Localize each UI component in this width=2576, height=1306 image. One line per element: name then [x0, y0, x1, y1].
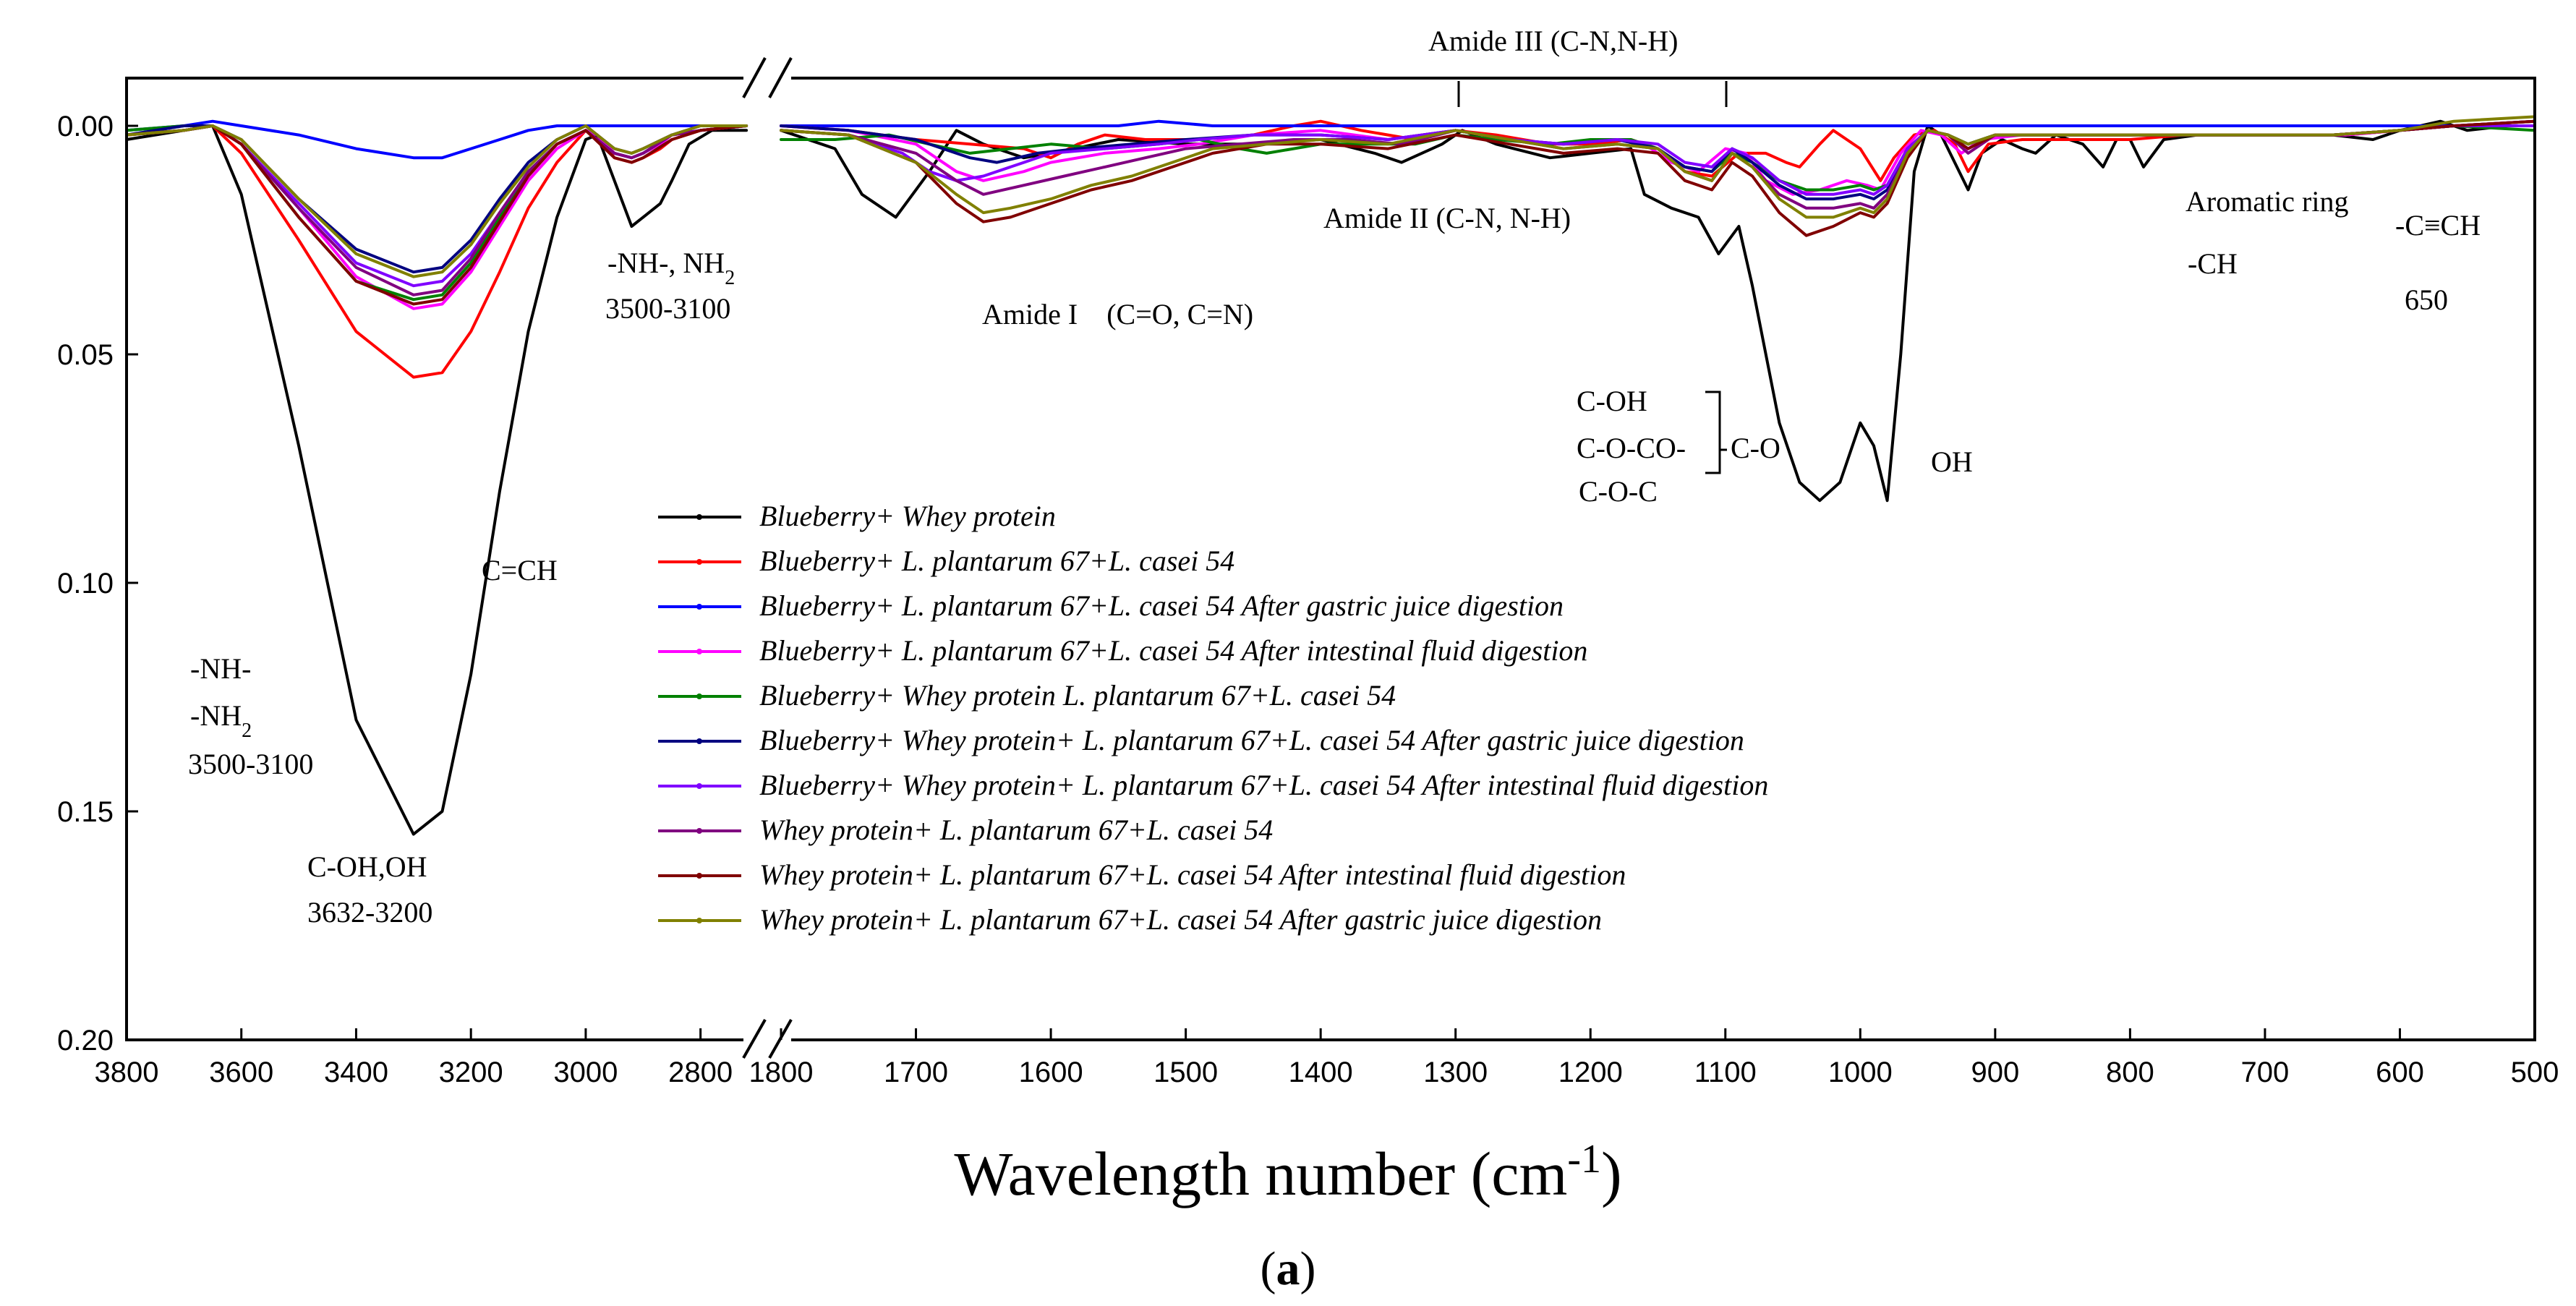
legend-label-6: Blueberry+ Whey protein+ L. plantarum 67…	[759, 724, 1744, 756]
x-tick-label-700: 700	[2241, 1057, 2290, 1088]
x-tick-label-3200: 3200	[439, 1057, 503, 1088]
x-tick-label-3800: 3800	[95, 1057, 159, 1088]
legend-marker-7	[696, 783, 702, 789]
legend-marker-8	[696, 828, 702, 834]
legend-marker-2	[696, 559, 702, 565]
legend: Blueberry+ Whey protein Blueberry+ L. pla…	[658, 500, 1768, 936]
legend-marker-5	[696, 693, 702, 699]
x-tick-label-1500: 1500	[1153, 1057, 1218, 1088]
legend-label-8: Whey protein+ L. plantarum 67+L. casei 5…	[759, 814, 1273, 846]
annotation-nh-right-range: 3500-3100	[605, 292, 730, 325]
x-tick-label-900: 900	[1971, 1057, 2019, 1088]
x-tick-label-1400: 1400	[1289, 1057, 1353, 1088]
x-tick-label-1200: 1200	[1558, 1057, 1623, 1088]
x-tick-label-1700: 1700	[884, 1057, 948, 1088]
annotation-amide-ii: Amide II (C-N, N-H)	[1323, 202, 1571, 234]
ticks-layer	[125, 124, 2536, 1041]
series-3-line-low	[780, 119, 2536, 127]
series-3	[125, 119, 2536, 160]
y-tick-label-0.15: 0.15	[57, 796, 114, 828]
legend-label-3: Blueberry+ L. plantarum 67+L. casei 54 A…	[759, 589, 1564, 622]
x-tick-label-800: 800	[2106, 1057, 2154, 1088]
x-tick-label-3000: 3000	[553, 1057, 618, 1088]
y-tick-label-0.00: 0.00	[57, 111, 114, 142]
x-tick-label-1300: 1300	[1423, 1057, 1488, 1088]
annotation-coh-group-1: C-OH	[1577, 385, 1647, 417]
annotation-amide-iii: Amide III (C-N,N-H)	[1428, 25, 1678, 57]
legend-label-2: Blueberry+ L. plantarum 67+L. casei 54	[759, 545, 1234, 577]
legend-label-9: Whey protein+ L. plantarum 67+L. casei 5…	[759, 858, 1626, 891]
series-layer	[125, 115, 2536, 836]
legend-marker-10	[696, 918, 702, 923]
legend-marker-9	[696, 873, 702, 879]
x-tick-label-500: 500	[2511, 1057, 2559, 1088]
legend-label-10: Whey protein+ L. plantarum 67+L. casei 5…	[759, 903, 1602, 936]
legend-label-4: Blueberry+ L. plantarum 67+L. casei 54 A…	[759, 634, 1587, 667]
x-tick-label-1100: 1100	[1694, 1057, 1757, 1088]
annotation-guides	[1457, 81, 1728, 474]
legend-marker-6	[696, 738, 702, 744]
annotation-aromatic-ring: Aromatic ring	[2185, 185, 2349, 218]
series-3-line-high	[125, 119, 749, 160]
series-10	[125, 115, 2536, 278]
annotation-coh-range: 3632-3200	[307, 896, 432, 929]
figure-caption: (a)	[1261, 1242, 1316, 1295]
y-tick-labels: 0.00 0.05 0.10 0.15 0.20	[57, 111, 114, 1057]
annotation-650: 650	[2405, 283, 2448, 316]
legend-label-1: Blueberry+ Whey protein	[759, 500, 1056, 532]
legend-marker-3	[696, 604, 702, 610]
x-tick-label-1800: 1800	[749, 1057, 814, 1088]
x-axis-title: Wavelength number (cm-1)	[954, 1137, 1621, 1208]
series-10-line-low	[780, 115, 2536, 219]
annotation-oh: OH	[1931, 445, 1973, 478]
annotation-nh-left-1: -NH-	[190, 652, 251, 685]
annotation-nh-left-2: -NH2	[190, 699, 252, 742]
series-10-line-high	[125, 124, 749, 278]
annotation-c-triple-ch: -C≡CH	[2395, 209, 2481, 242]
x-tick-label-1000: 1000	[1828, 1057, 1893, 1088]
annotation-ch: -CH	[2188, 247, 2238, 280]
legend-label-7: Blueberry+ Whey protein+ L. plantarum 67…	[759, 769, 1768, 801]
y-tick-label-0.05: 0.05	[57, 339, 114, 371]
x-tick-labels: 3800 3600 3400 3200 3000 2800 1800 1700 1600 1500…	[95, 1057, 2559, 1088]
x-tick-label-600: 600	[2376, 1057, 2424, 1088]
axis-break-marks	[742, 57, 793, 1059]
legend-marker-1	[696, 514, 702, 520]
annotation-nh-right: -NH-, NH2	[607, 247, 735, 289]
x-tick-label-3600: 3600	[209, 1057, 273, 1088]
x-tick-label-1600: 1600	[1019, 1057, 1083, 1088]
y-tick-label-0.20: 0.20	[57, 1025, 114, 1057]
annotation-amide-i: Amide I (C=O, C=N)	[982, 298, 1253, 330]
annotation-nh-left-range: 3500-3100	[188, 748, 313, 780]
annotations: Amide III (C-N,N-H) Amide II (C-N, N-H) …	[188, 25, 2481, 929]
legend-marker-4	[696, 649, 702, 654]
annotation-coh-group-3: C-O-C	[1579, 475, 1658, 508]
annotation-c-eq-ch: C=CH	[482, 554, 558, 586]
plot-frame	[125, 77, 2536, 1041]
annotation-c-o: C-O	[1731, 432, 1780, 464]
x-tick-label-3400: 3400	[324, 1057, 388, 1088]
x-tick-label-2800: 2800	[668, 1057, 733, 1088]
legend-label-5: Blueberry+ Whey protein L. plantarum 67+…	[759, 679, 1396, 712]
y-tick-label-0.10: 0.10	[57, 568, 114, 599]
annotation-coh-oh: C-OH,OH	[307, 850, 427, 883]
annotation-coh-group-2: C-O-CO-	[1577, 432, 1686, 464]
series-9-line-high	[125, 124, 749, 306]
series-1-line-high	[125, 124, 749, 836]
